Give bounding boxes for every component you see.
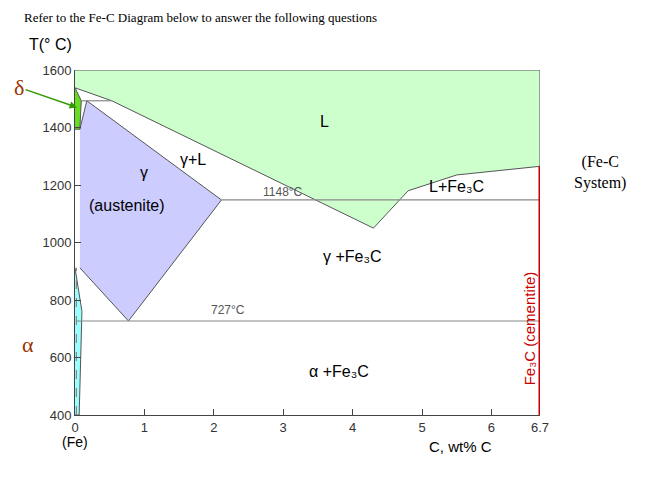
svg-text:2: 2 bbox=[210, 420, 217, 435]
svg-text:C, wt% C: C, wt% C bbox=[429, 438, 492, 455]
svg-text:(Fe): (Fe) bbox=[62, 434, 88, 450]
svg-text:Fe₃C (cementite): Fe₃C (cementite) bbox=[521, 272, 538, 386]
svg-text:400: 400 bbox=[50, 408, 72, 423]
svg-text:L: L bbox=[320, 113, 329, 130]
svg-text:1000: 1000 bbox=[42, 235, 71, 250]
svg-text:(Fe-CSystem): (Fe-CSystem) bbox=[574, 153, 626, 192]
svg-text:600: 600 bbox=[50, 350, 72, 365]
svg-text:L+Fe₃C: L+Fe₃C bbox=[429, 178, 484, 195]
svg-text:α: α bbox=[22, 332, 34, 357]
svg-text:4: 4 bbox=[349, 420, 356, 435]
svg-text:1: 1 bbox=[141, 420, 148, 435]
svg-text:3: 3 bbox=[280, 420, 287, 435]
svg-text:1200: 1200 bbox=[42, 178, 71, 193]
svg-text:5: 5 bbox=[418, 420, 425, 435]
svg-text:1148°C: 1148°C bbox=[263, 185, 303, 199]
svg-text:800: 800 bbox=[50, 293, 72, 308]
svg-text:T(° C): T(° C) bbox=[29, 36, 72, 53]
svg-text:γ: γ bbox=[140, 164, 148, 181]
svg-text:0: 0 bbox=[71, 420, 78, 435]
svg-text:α +Fe₃C: α +Fe₃C bbox=[309, 363, 369, 380]
svg-text:1400: 1400 bbox=[42, 120, 71, 135]
svg-text:(austenite): (austenite) bbox=[89, 197, 165, 214]
svg-text:γ+L: γ+L bbox=[180, 151, 206, 168]
svg-text:1600: 1600 bbox=[42, 63, 71, 78]
svg-text:γ +Fe₃C: γ +Fe₃C bbox=[323, 248, 382, 265]
svg-text:δ: δ bbox=[14, 75, 24, 100]
svg-text:6: 6 bbox=[488, 420, 495, 435]
svg-text:6.7: 6.7 bbox=[531, 420, 549, 435]
svg-text:Refer to the Fe-C Diagram belo: Refer to the Fe-C Diagram below to answe… bbox=[24, 10, 377, 25]
svg-text:727°C: 727°C bbox=[211, 303, 245, 317]
